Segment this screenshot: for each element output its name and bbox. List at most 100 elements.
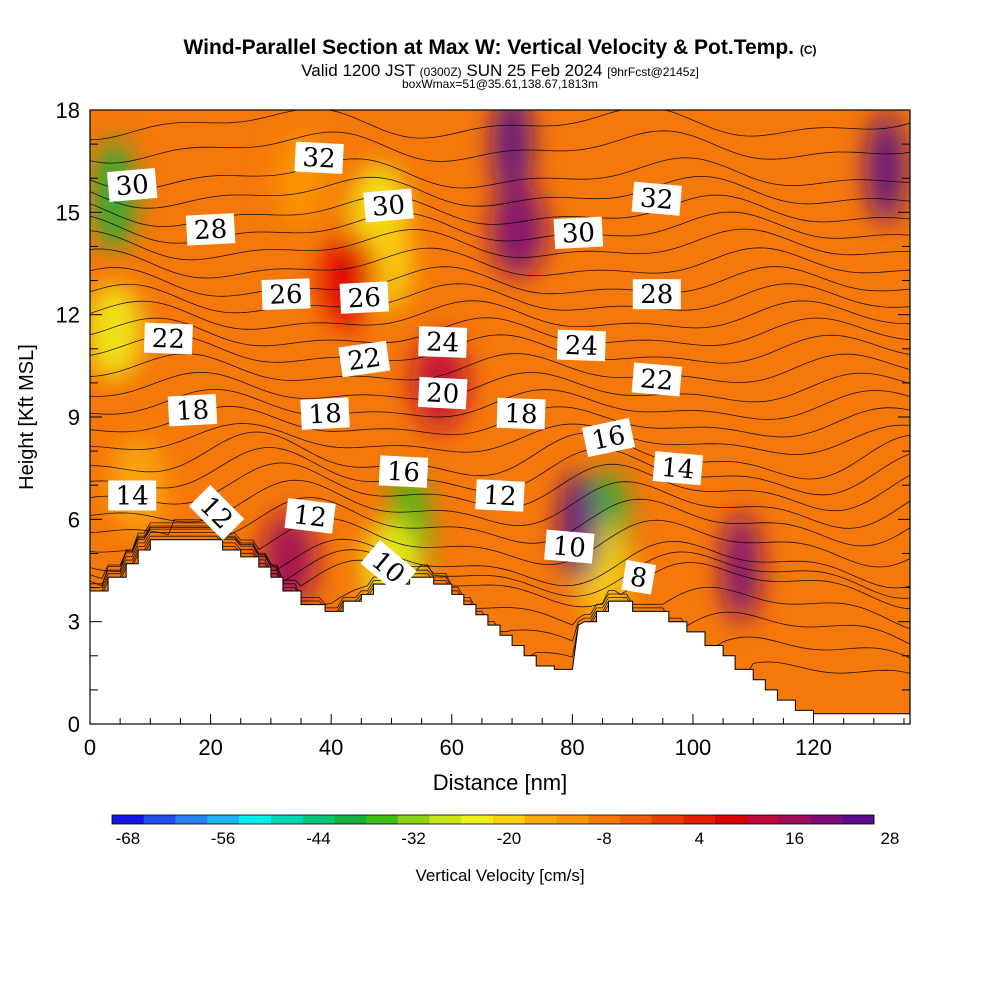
contour-label-box — [581, 417, 636, 458]
colorbar-swatch — [429, 815, 462, 824]
contour-label: 18 — [300, 397, 350, 430]
colorbar-frame — [111, 814, 875, 825]
contour-label-box — [189, 484, 245, 541]
y-tick-label: 18 — [56, 98, 80, 123]
contour-label: 22 — [631, 362, 683, 397]
contour-label-text: 12 — [483, 481, 518, 513]
contour-label: 14 — [652, 451, 704, 486]
isentrope-line — [90, 175, 910, 209]
contour-label: 32 — [631, 181, 683, 216]
velocity-cell — [865, 112, 906, 223]
contour-label-box — [294, 141, 344, 175]
colorbar-tick-label: 28 — [880, 829, 899, 848]
contour-label: 16 — [581, 417, 636, 458]
contour-label-text: 22 — [151, 324, 185, 355]
isentrope-line — [90, 300, 910, 330]
colorbar-swatch — [302, 815, 335, 824]
isentrope-line — [90, 228, 910, 261]
valid-date: SUN 25 Feb 2024 — [466, 61, 603, 80]
contour-label-box — [553, 216, 604, 250]
contour-label: 14 — [108, 480, 157, 512]
contour-label: 30 — [363, 188, 414, 223]
x-tick-label: 60 — [440, 735, 464, 760]
contour-label: 20 — [417, 376, 468, 410]
contour-label-box — [496, 397, 546, 430]
contour-label-text: 16 — [386, 457, 421, 489]
contour-label-box — [621, 559, 657, 595]
isentrope-line — [90, 283, 910, 314]
y-tick-label: 15 — [56, 200, 80, 225]
chart-title-text: Wind-Parallel Section at Max W: Vertical… — [183, 36, 794, 59]
colorbar-swatch — [715, 815, 748, 824]
contour-label-box — [339, 281, 390, 314]
contour-label: 12 — [284, 498, 336, 534]
contour-label: 18 — [496, 397, 546, 430]
contour-label-box — [544, 529, 595, 564]
contour-label-text: 22 — [346, 343, 383, 377]
colorbar-swatch — [334, 815, 367, 824]
chart-title: Wind-Parallel Section at Max W: Vertical… — [0, 36, 1000, 60]
colorbar-swatch — [175, 815, 208, 824]
colorbar-swatch — [493, 815, 526, 824]
contour-label-text: 8 — [628, 562, 650, 594]
isentrope-line — [90, 266, 910, 297]
contour-label-text: 32 — [639, 183, 675, 216]
contour-label: 24 — [556, 329, 606, 362]
velocity-cell — [492, 110, 533, 200]
box-info: boxWmax=51@35.61,138.67,1813m — [402, 77, 598, 91]
colorbar-swatch — [112, 815, 145, 824]
y-tick-label: 9 — [68, 405, 80, 430]
colorbar-swatch — [778, 815, 811, 824]
contour-label: 12 — [475, 479, 525, 512]
contour-label-box — [284, 498, 336, 534]
colorbar-swatch — [397, 815, 430, 824]
colorbar-swatch — [620, 815, 653, 824]
x-tick-label: 80 — [560, 735, 584, 760]
isentrope-line — [90, 130, 910, 164]
y-axis: 0 3 6 9 12 15 18 — [56, 98, 910, 737]
contour-label-box — [632, 279, 681, 310]
contour-label-box — [631, 362, 683, 397]
contour-label-text: 24 — [564, 331, 598, 362]
isentrope-line — [90, 353, 910, 383]
contour-label-box — [631, 181, 683, 216]
x-tick-label: 20 — [198, 735, 222, 760]
contour-label-text: 30 — [114, 170, 150, 203]
x-axis: 0 20 40 60 80 100 120 — [84, 714, 905, 760]
contour-label-box — [338, 340, 391, 378]
colorbar-tick-label: -44 — [306, 829, 331, 848]
x-tick-label: 40 — [319, 735, 343, 760]
contour-label-box — [360, 540, 417, 595]
contour-label-box — [652, 451, 704, 486]
contour-label: 30 — [106, 167, 158, 203]
contour-label-text: 22 — [639, 364, 675, 397]
isentrope-line — [90, 527, 910, 599]
contour-label: 22 — [338, 340, 391, 378]
contour-label-box — [261, 278, 311, 311]
colorbar-swatch — [270, 815, 303, 824]
isentrope-line — [90, 372, 910, 403]
contour-label: 10 — [544, 529, 595, 564]
velocity-cell — [721, 512, 762, 623]
contour-label-text: 16 — [589, 420, 628, 456]
x-axis-label: Distance [nm] — [433, 770, 568, 795]
y-tick-label: 3 — [68, 610, 80, 635]
contour-label-text: 18 — [308, 399, 343, 431]
isentrope-line — [90, 532, 910, 630]
contour-label-box — [143, 322, 193, 355]
colorbar-tick-label: -68 — [116, 829, 141, 848]
contour-label-text: 18 — [504, 399, 538, 430]
colorbar-tick-label: -20 — [497, 829, 522, 848]
contour-label-text: 28 — [640, 280, 673, 310]
colorbar-tick-label: 4 — [695, 829, 704, 848]
contour-label-text: 14 — [660, 453, 696, 486]
contour-label-box — [378, 455, 429, 488]
contour-label: 26 — [339, 281, 390, 314]
y-tick-label: 0 — [68, 712, 80, 737]
contour-label: 16 — [378, 455, 429, 489]
contour-label-text: 18 — [175, 395, 210, 427]
colorbar-swatch — [524, 815, 557, 824]
colorbar-tick-label: -56 — [211, 829, 236, 848]
isentrope-line — [90, 157, 910, 191]
